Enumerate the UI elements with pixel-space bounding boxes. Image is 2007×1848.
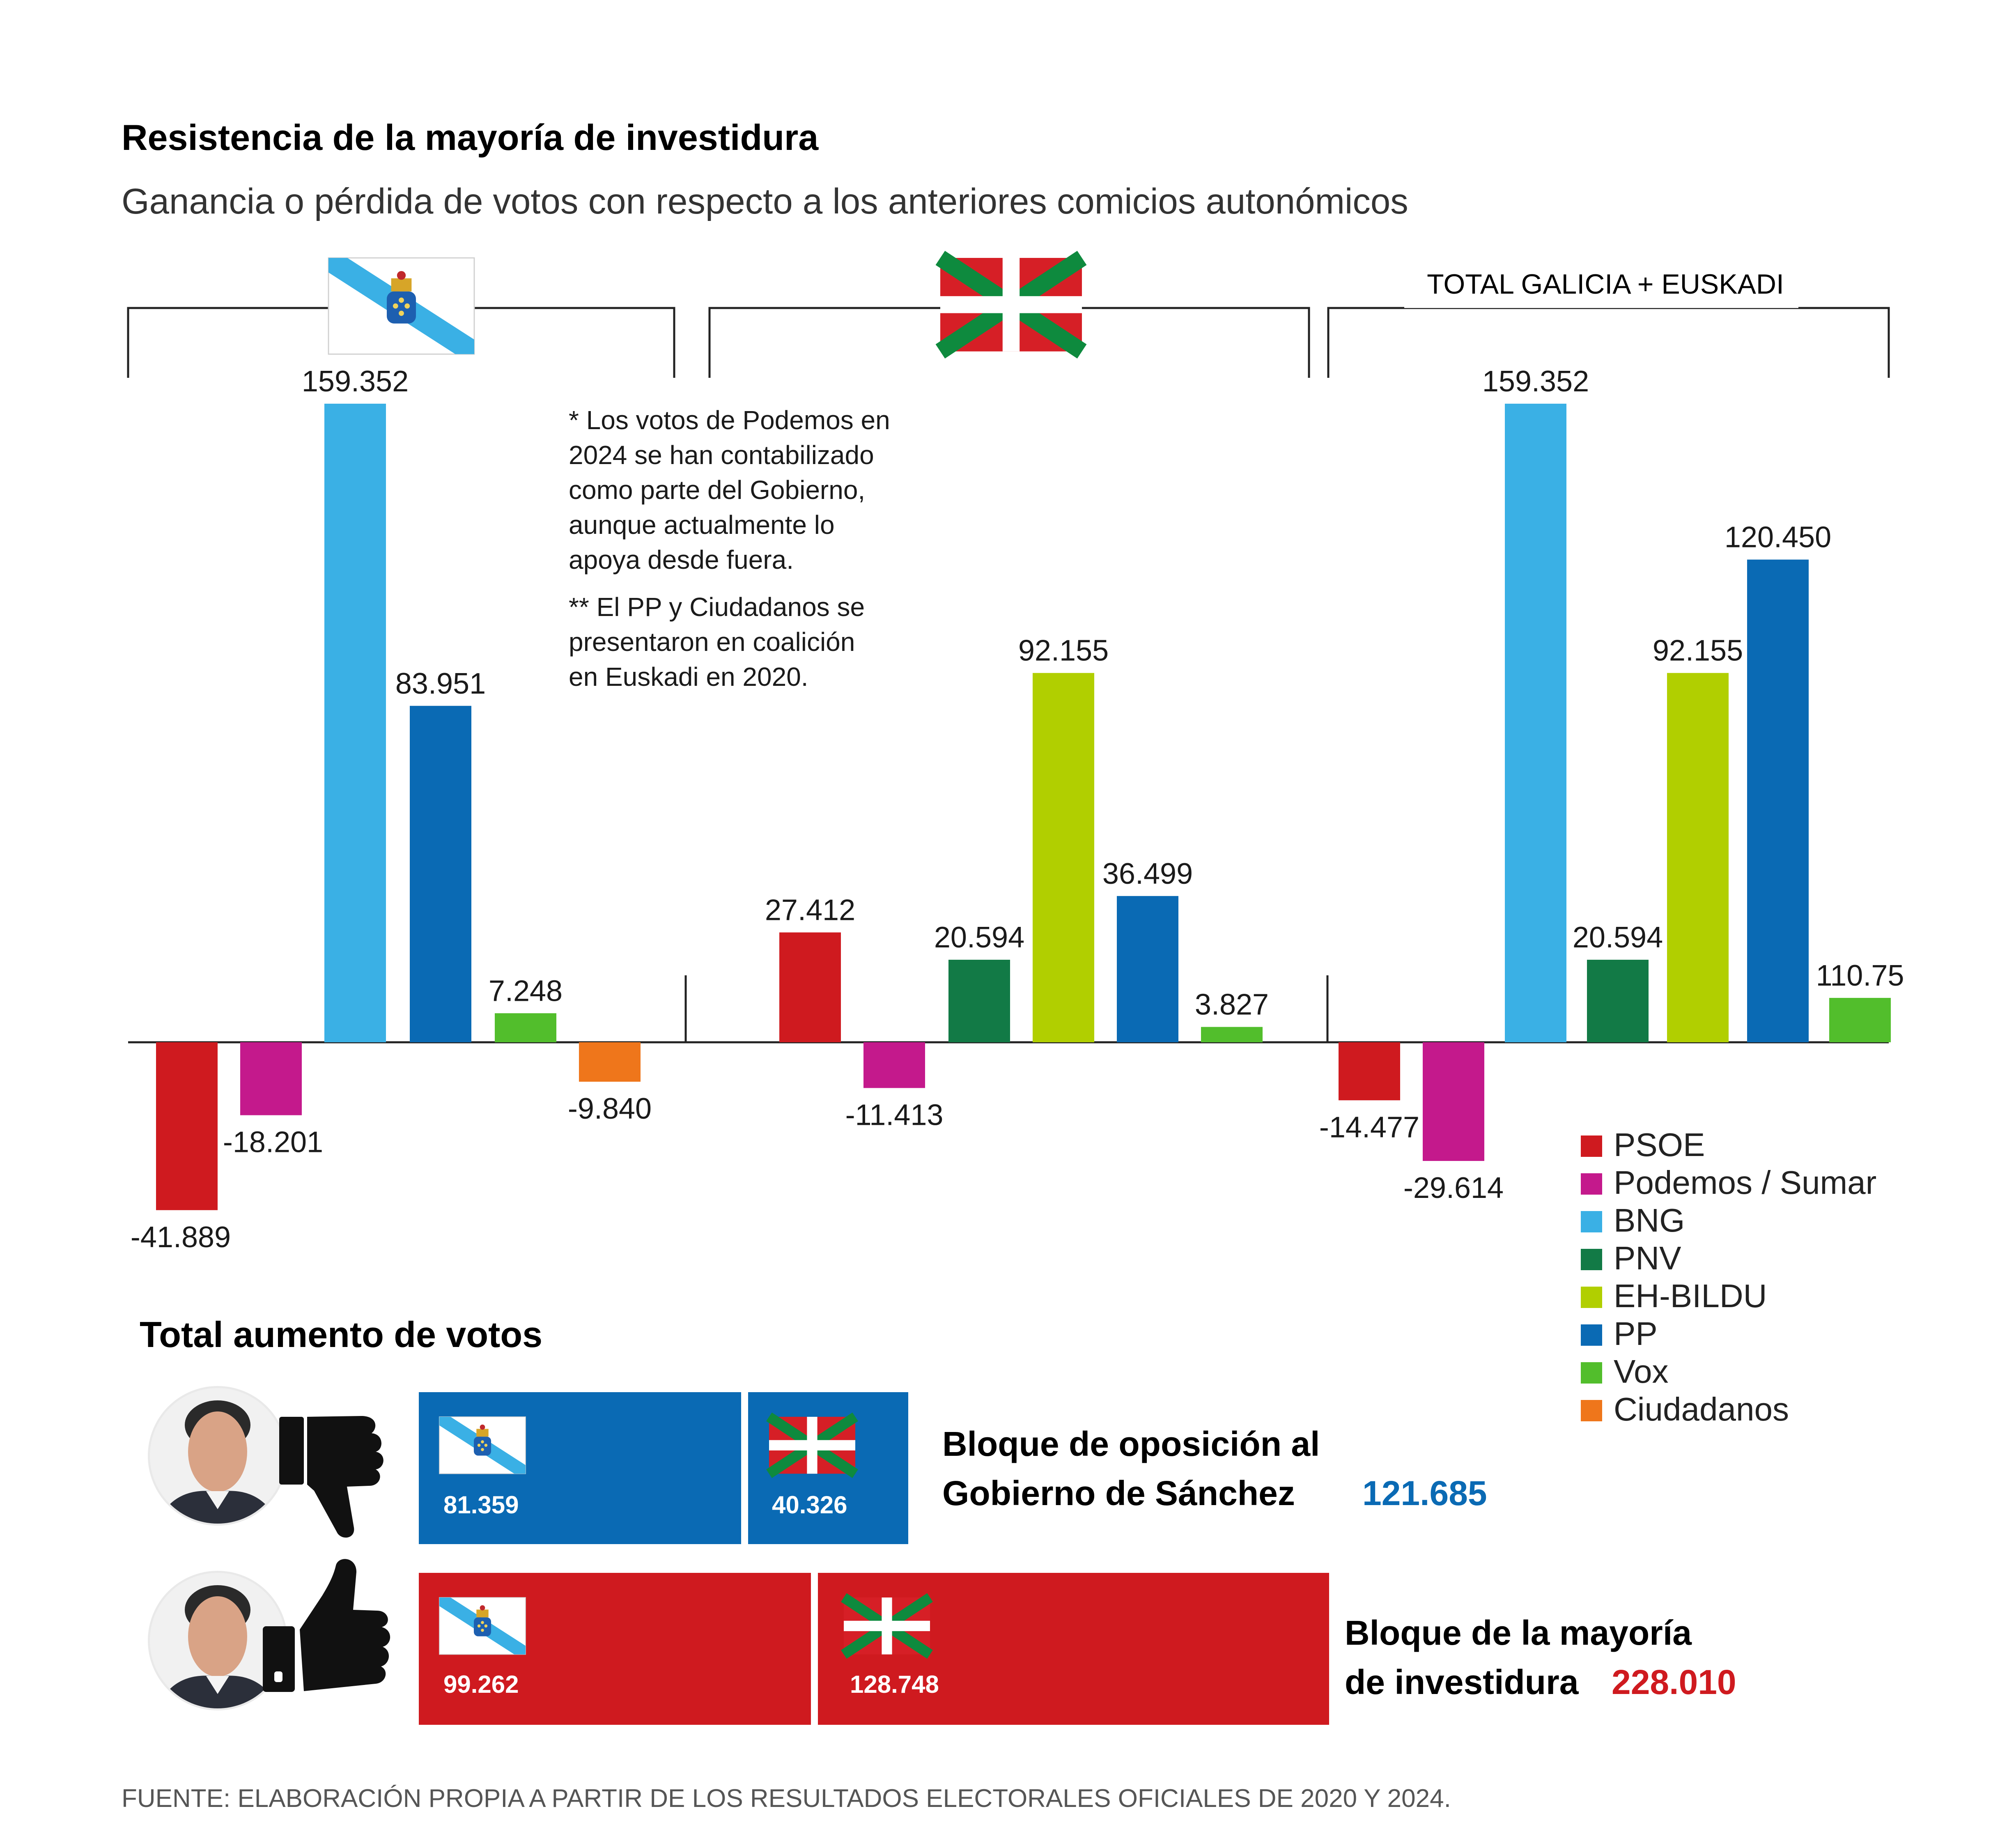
legend-swatch [1581, 1173, 1602, 1195]
legend-swatch [1581, 1211, 1602, 1232]
footnote-line: presentaron en coalición [569, 627, 855, 657]
legend-swatch [1581, 1362, 1602, 1384]
legend-label: PNV [1614, 1240, 1681, 1276]
footnote-line: en Euskadi en 2020. [569, 662, 808, 692]
opposition-label-line1: Bloque de oposición al [942, 1425, 1320, 1463]
investiture-label-line2: de investidura [1345, 1663, 1579, 1701]
legend-label: Ciudadanos [1614, 1391, 1789, 1427]
legend-swatch [1581, 1135, 1602, 1157]
bar-2-pnv [948, 960, 1010, 1042]
bar-label-1-pp: 83.951 [395, 667, 486, 700]
bar-label-2-vox: 3.827 [1195, 988, 1269, 1021]
investiture-label-line1: Bloque de la mayoría [1345, 1614, 1692, 1652]
bar-2-pp [1117, 896, 1178, 1042]
chart-subtitle: Ganancia o pérdida de votos con respecto… [122, 182, 1408, 221]
legend-swatch [1581, 1324, 1602, 1346]
bar-2-podemos-sumar [863, 1042, 925, 1088]
thumbs-down-icon [279, 1416, 383, 1538]
bar-2-eh-bildu [1033, 673, 1094, 1042]
total-label-background [1404, 263, 1798, 308]
bar-label-3-eh-bildu: 92.155 [1653, 634, 1743, 667]
galicia-flag-icon [328, 257, 475, 355]
bar-3-podemos-sumar [1423, 1042, 1484, 1161]
bar-label-1-podemos-sumar: -18.201 [223, 1126, 323, 1159]
galicia-flag-icon [439, 1597, 526, 1655]
bar-label-2-psoe: 27.412 [765, 894, 855, 927]
bar-1-ciudadanos [579, 1042, 641, 1082]
investiture-total: 228.010 [1612, 1663, 1736, 1701]
bar-3-bng [1505, 404, 1566, 1042]
bar-1-bng [324, 404, 386, 1042]
footnote-line: ** El PP y Ciudadanos se [569, 592, 865, 622]
panel-bracket-total [1327, 307, 1890, 378]
bar-3-pnv [1587, 960, 1649, 1042]
legend-label: PSOE [1614, 1126, 1705, 1163]
panel-total-label: TOTAL GALICIA + EUSKADI [1427, 269, 1784, 300]
bar-label-1-bng: 159.352 [302, 365, 409, 398]
legend-label: BNG [1614, 1202, 1685, 1239]
opposition-total: 121.685 [1362, 1474, 1487, 1512]
legend-swatch [1581, 1249, 1602, 1270]
chart-title: Resistencia de la mayoría de investidura [122, 117, 819, 158]
bar-label-1-ciudadanos: -9.840 [568, 1092, 652, 1125]
bar-2-vox [1201, 1027, 1263, 1042]
bar-label-3-pp: 120.450 [1725, 521, 1831, 554]
bar-label-2-podemos-sumar: -11.413 [845, 1099, 944, 1131]
bar-label-3-bng: 159.352 [1482, 365, 1589, 398]
bar-3-vox [1829, 998, 1891, 1042]
bars-layer: -41.889 -18.201 159.352 83.951 7.248 -9.840 27… [131, 365, 1904, 1254]
bar-label-2-pp: 36.499 [1102, 857, 1193, 890]
legend-label: PP [1614, 1315, 1658, 1352]
bar-label-2-pnv: 20.594 [934, 921, 1024, 954]
footnote-line: * Los votos de Podemos en [569, 405, 890, 435]
source-note: FUENTE: ELABORACIÓN PROPIA A PARTIR DE L… [122, 1784, 1451, 1813]
bar-label-1-vox: 7.248 [489, 975, 563, 1007]
footnote: * Los votos de Podemos en 2024 se han con… [569, 405, 890, 692]
bar-1-podemos-sumar [240, 1042, 302, 1115]
ikurrina-flag-icon [769, 1417, 855, 1474]
footnote-line: 2024 se han contabilizado [569, 440, 874, 470]
investiture-galicia-value: 99.262 [443, 1671, 519, 1698]
legend-label: EH-BILDU [1614, 1278, 1767, 1314]
footnote-line: apoya desde fuera. [569, 545, 794, 575]
opposition-row: 81.359 40.326 Bloque de oposición al Gob… [148, 1386, 1487, 1544]
investiture-euskadi-value: 128.748 [850, 1671, 939, 1698]
opposition-euskadi-value: 40.326 [772, 1491, 847, 1519]
investiture-row: 99.262 128.748 Bloque de la mayoría de i… [148, 1559, 1736, 1725]
bar-2-psoe [779, 932, 841, 1042]
bar-3-pp [1747, 559, 1809, 1042]
legend-swatch [1581, 1287, 1602, 1308]
bar-label-2-eh-bildu: 92.155 [1018, 634, 1109, 667]
bar-label-3-podemos-sumar: -29.614 [1403, 1172, 1504, 1204]
bar-1-vox [495, 1013, 556, 1042]
bar-1-pp [410, 706, 471, 1042]
legend-swatch [1581, 1400, 1602, 1421]
bar-label-3-pnv: 20.594 [1573, 921, 1663, 954]
legend-label: Vox [1614, 1353, 1668, 1390]
footnote-line: aunque actualmente lo [569, 510, 835, 540]
opposition-label-line2: Gobierno de Sánchez [942, 1474, 1295, 1512]
bar-1-psoe [156, 1042, 218, 1210]
bar-label-3-psoe: -14.477 [1319, 1111, 1419, 1144]
bar-3-eh-bildu [1667, 673, 1729, 1042]
thumbs-up-icon [263, 1559, 390, 1692]
ikurrina-flag-icon [940, 258, 1082, 352]
bar-label-1-psoe: -41.889 [131, 1221, 231, 1254]
opposition-galicia-value: 81.359 [443, 1491, 519, 1519]
ikurrina-flag-icon [844, 1597, 930, 1655]
galicia-flag-icon [439, 1416, 526, 1474]
legend-label: Podemos / Sumar [1614, 1164, 1876, 1201]
bar-3-psoe [1339, 1042, 1400, 1101]
footnote-line: como parte del Gobierno, [569, 475, 865, 505]
bar-label-3-vox: 110.75 [1816, 959, 1904, 992]
totals-section-title: Total aumento de votos [140, 1314, 542, 1355]
